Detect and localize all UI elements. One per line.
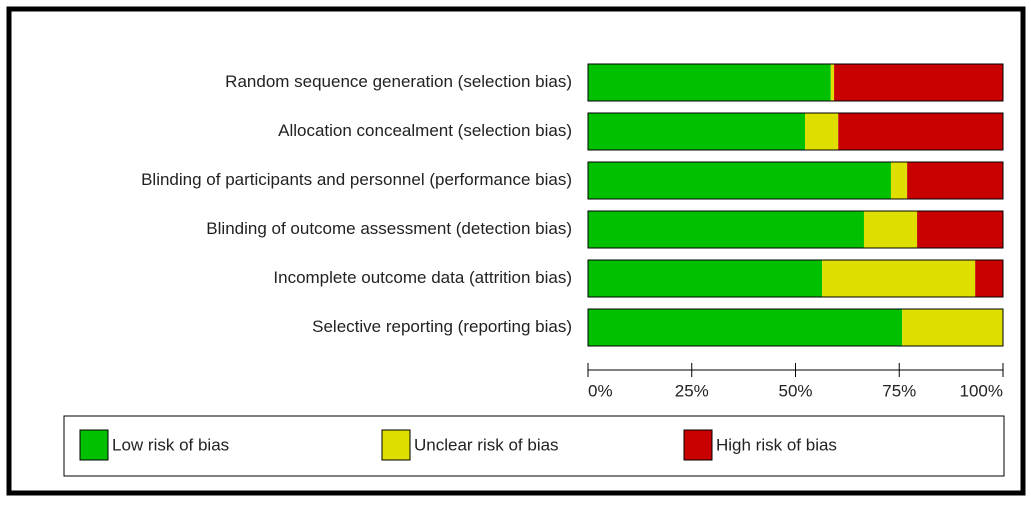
bar-segment (902, 309, 1003, 346)
legend-box (63, 415, 1005, 477)
bar-segment (890, 162, 908, 199)
category-label: Blinding of outcome assessment (detectio… (206, 219, 572, 238)
frame (6, 6, 1026, 496)
bar-segment (834, 64, 1003, 101)
bar-segment (588, 113, 806, 150)
x-tick-label: 25% (675, 381, 709, 400)
legend-label: Low risk of bias (112, 435, 229, 454)
legend-swatch (381, 429, 411, 461)
legend-label: High risk of bias (716, 435, 837, 454)
bar-segment (838, 113, 1003, 150)
bar-outline (587, 308, 1004, 347)
bar-outline (587, 259, 1004, 298)
bar-segment (863, 211, 918, 248)
x-tick-label: 100% (960, 381, 1003, 400)
bar-outline (587, 161, 1004, 200)
bar-segment (822, 260, 976, 297)
legend-swatch (683, 429, 713, 461)
bar-segment (588, 260, 823, 297)
bar-segment (975, 260, 1003, 297)
bar-segment (588, 309, 903, 346)
bar-segment (805, 113, 839, 150)
category-label: Selective reporting (reporting bias) (312, 317, 572, 336)
category-label: Random sequence generation (selection bi… (225, 72, 572, 91)
bar-segment (588, 64, 831, 101)
legend-swatch (79, 429, 109, 461)
category-label: Allocation concealment (selection bias) (278, 121, 572, 140)
bar-segment (830, 64, 835, 101)
category-label: Incomplete outcome data (attrition bias) (273, 268, 572, 287)
bar-segment (907, 162, 1003, 199)
category-label: Blinding of participants and personnel (… (141, 170, 572, 189)
bar-outline (587, 112, 1004, 151)
bar-segment (588, 211, 864, 248)
x-tick-label: 75% (882, 381, 916, 400)
x-tick-label: 50% (778, 381, 812, 400)
bar-outline (587, 210, 1004, 249)
bar-segment (588, 162, 891, 199)
bar-outline (587, 63, 1004, 102)
x-tick-label: 0% (588, 381, 613, 400)
bar-segment (917, 211, 1003, 248)
legend-label: Unclear risk of bias (414, 435, 559, 454)
